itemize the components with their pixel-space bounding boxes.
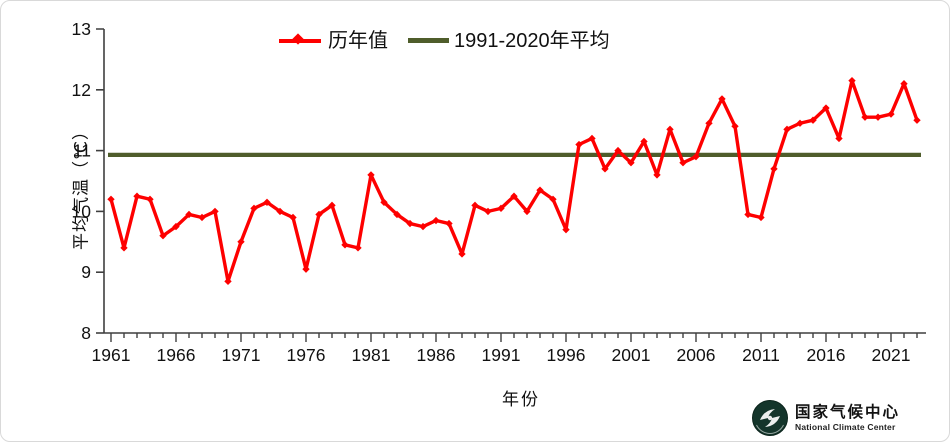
x-tick-label: 1961: [92, 345, 131, 365]
y-axis-title: 平均气温（℃）: [71, 121, 91, 251]
data-point-marker: [302, 265, 310, 273]
x-tick-label: 2016: [807, 345, 846, 365]
data-point-marker: [380, 198, 388, 206]
x-tick-label: 2011: [742, 345, 780, 365]
data-point-marker: [562, 225, 570, 234]
x-tick-label: 1966: [157, 345, 196, 365]
x-tick-label: 1981: [352, 345, 391, 365]
data-point-marker: [146, 195, 154, 203]
footer-org-name-en: National Climate Center: [795, 421, 896, 432]
data-point-marker: [757, 213, 765, 222]
data-point-marker: [172, 222, 180, 231]
series-line: [109, 78, 919, 284]
data-point-marker: [237, 238, 245, 246]
data-point-marker: [744, 210, 752, 219]
legend-series-label: 历年值: [328, 30, 388, 52]
y-tick-label: 8: [81, 323, 91, 343]
data-point-marker: [419, 222, 427, 231]
ncc-logo-icon: [752, 400, 788, 436]
data-point-marker: [835, 134, 843, 143]
y-tick-label: 13: [72, 19, 91, 39]
x-tick-label: 2001: [612, 345, 651, 365]
data-point-marker: [432, 216, 440, 225]
data-point-marker: [250, 204, 258, 213]
x-tick-label: 1971: [222, 345, 261, 365]
data-point-marker: [393, 210, 401, 219]
data-point-marker: [497, 204, 505, 213]
footer-branding: 国家气候中心 National Climate Center: [751, 398, 900, 438]
x-tick-label: 2006: [677, 345, 716, 365]
data-point-marker: [666, 125, 674, 133]
data-point-marker: [471, 201, 479, 209]
data-point-marker: [458, 250, 466, 258]
footer-org-name-cn: 国家气候中心: [795, 403, 901, 421]
legend-mean-label: 1991-2020年平均: [454, 30, 610, 52]
legend-mean-line-sample: [408, 38, 449, 43]
data-point-marker: [354, 244, 362, 252]
data-point-marker: [549, 195, 557, 203]
data-point-marker: [328, 201, 336, 209]
y-tick-label: 9: [81, 262, 91, 282]
legend-series-line-sample: [279, 33, 321, 45]
data-point-marker: [263, 198, 271, 206]
data-point-marker: [133, 192, 141, 200]
data-point-marker: [614, 146, 622, 155]
data-point-marker: [887, 110, 895, 118]
x-tick-label: 2021: [872, 345, 911, 365]
y-tick-label: 11: [73, 141, 91, 161]
x-tick-label: 1986: [417, 345, 456, 365]
y-tick-label: 10: [72, 201, 92, 221]
data-point-marker: [874, 113, 882, 121]
x-tick-label: 1996: [547, 345, 586, 365]
data-point-marker: [575, 140, 583, 149]
x-tick-label: 1976: [287, 345, 326, 365]
data-point-marker: [185, 210, 193, 219]
data-point-marker: [224, 277, 232, 285]
y-tick-label: 12: [72, 80, 91, 100]
data-point-marker: [861, 113, 869, 121]
data-point-marker: [315, 210, 323, 219]
data-point-marker: [159, 232, 167, 240]
x-axis-title: 年份: [502, 390, 540, 409]
data-point-marker: [783, 125, 791, 133]
data-point-marker: [107, 195, 115, 203]
data-point-marker: [588, 134, 596, 143]
data-point-marker: [120, 244, 128, 252]
x-tick-label: 1991: [482, 345, 521, 365]
